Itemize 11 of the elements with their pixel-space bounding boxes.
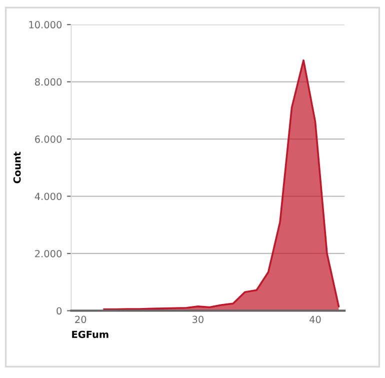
x-tick-label: 30 xyxy=(192,316,204,324)
x-tick-label: 40 xyxy=(310,316,321,324)
y-tick-label: 6.000 xyxy=(35,136,62,143)
y-tick-label: 8.000 xyxy=(35,78,62,86)
y-tick-label: 4.000 xyxy=(34,192,62,200)
y-tick-label: 10.000 xyxy=(29,21,62,28)
y-axis-title: Count xyxy=(13,152,21,184)
x-tick-label: 20 xyxy=(75,316,86,324)
x-axis-title: EGFum xyxy=(72,330,108,338)
y-tick-label: 2.000 xyxy=(35,250,62,258)
y-tick-label: 0 xyxy=(56,307,62,315)
